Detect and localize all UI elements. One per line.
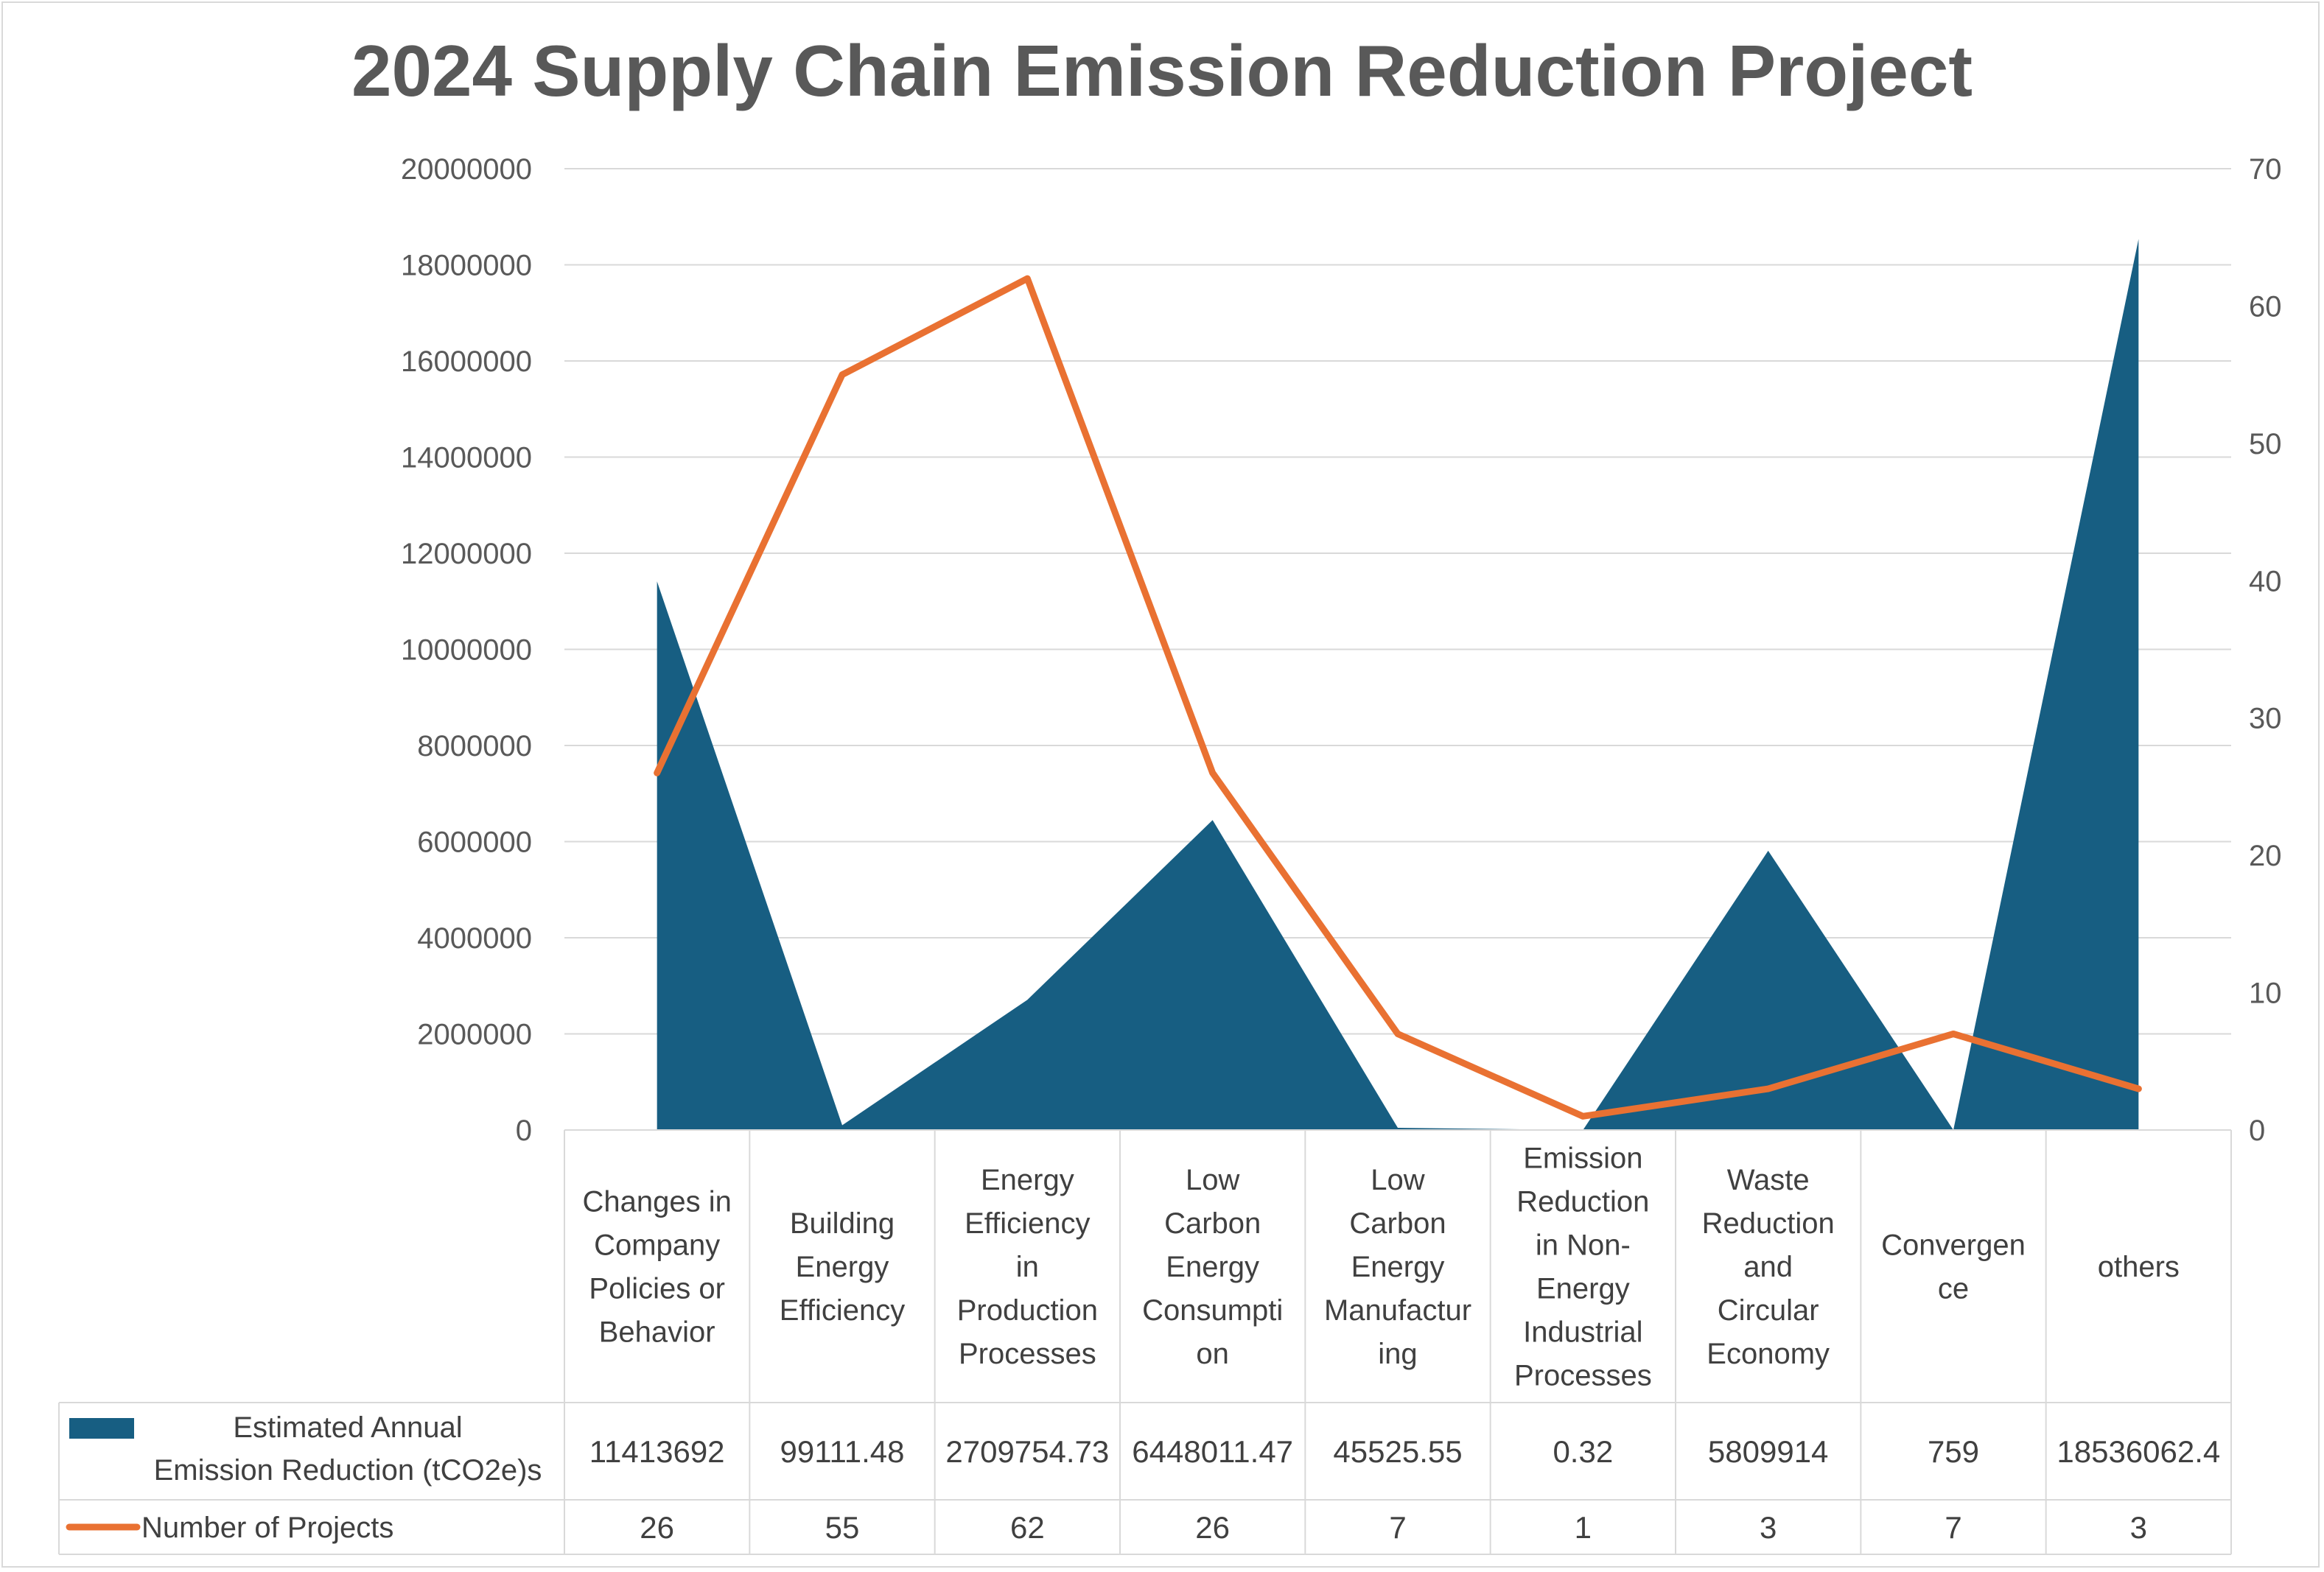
category-label: Low Carbon Energy Manufactur ing — [1324, 1164, 1471, 1370]
table-cell-number-of-projects: 26 — [640, 1510, 674, 1545]
table-cell-emission-reduction: 6448011.47 — [1132, 1434, 1293, 1469]
table-cell-number-of-projects: 7 — [1389, 1510, 1406, 1545]
gridlines — [564, 168, 2231, 1035]
left-axis-ticks: 0 2000000 4000000 6000000 8000000 10000000 120… — [401, 153, 532, 1147]
category-label: Energy Efficiency in Production Processes — [957, 1164, 1098, 1370]
left-axis-tick-label: 12000000 — [401, 538, 532, 570]
line-series-number-of-projects — [654, 275, 2142, 1120]
category-label: Building Energy Efficiency — [780, 1207, 905, 1327]
table-cell-number-of-projects: 7 — [1945, 1510, 1961, 1545]
left-axis-tick-label: 6000000 — [417, 827, 532, 859]
left-axis-tick-label: 20000000 — [401, 153, 532, 186]
data-table: Changes in Company Policies or Behavior Buil… — [58, 1129, 2232, 1555]
area-series-layer — [657, 239, 2139, 1130]
table-cell-emission-reduction: 18536062.4 — [2057, 1434, 2220, 1469]
left-axis-tick-label: 18000000 — [401, 250, 532, 282]
right-axis-ticks: 0 10 20 30 40 50 60 70 — [2249, 153, 2282, 1147]
left-axis-tick-label: 0 — [516, 1115, 532, 1147]
right-axis-tick-label: 60 — [2249, 290, 2282, 323]
category-label: others — [2098, 1251, 2180, 1283]
chart-title: 2024 Supply Chain Emission Reduction Pro… — [351, 30, 1973, 111]
right-axis-tick-label: 40 — [2249, 565, 2282, 597]
category-label: Changes in Company Policies or Behavior — [582, 1186, 731, 1349]
right-axis-tick-label: 0 — [2249, 1115, 2265, 1147]
legend-label-number-of-projects: Number of Projects — [141, 1512, 393, 1544]
table-cell-number-of-projects: 55 — [825, 1510, 860, 1545]
table-cell-emission-reduction: 11413692 — [589, 1434, 725, 1469]
table-cell-number-of-projects: 3 — [2130, 1510, 2147, 1545]
table-cell-emission-reduction: 0.32 — [1553, 1434, 1613, 1469]
right-axis-tick-label: 50 — [2249, 428, 2282, 460]
right-axis-tick-label: 20 — [2249, 840, 2282, 872]
area-series-emission-reduction — [657, 239, 2139, 1130]
left-axis-tick-label: 4000000 — [417, 922, 532, 955]
category-label: Emission Reduction in Non-Energy Industrial… — [1514, 1143, 1652, 1392]
left-axis-tick-label: 2000000 — [417, 1019, 532, 1051]
table-cell-emission-reduction: 5809914 — [1708, 1434, 1829, 1469]
table-cell-number-of-projects: 1 — [1575, 1510, 1592, 1545]
table-cell-emission-reduction: 99111.48 — [780, 1434, 905, 1469]
table-cell-emission-reduction: 759 — [1928, 1434, 1979, 1469]
category-label: Convergen ce — [1881, 1229, 2026, 1305]
right-axis-tick-label: 30 — [2249, 703, 2282, 735]
category-label: Low Carbon Energy Consumpti on — [1142, 1164, 1283, 1370]
right-axis-tick-label: 70 — [2249, 153, 2282, 186]
line-series-layer — [654, 275, 2142, 1120]
table-cell-number-of-projects: 62 — [1010, 1510, 1045, 1545]
table-cell-number-of-projects: 3 — [1760, 1510, 1777, 1545]
table-cell-emission-reduction: 45525.55 — [1333, 1434, 1462, 1469]
right-axis-tick-label: 10 — [2249, 978, 2282, 1010]
left-axis-tick-label: 8000000 — [417, 730, 532, 762]
table-cell-emission-reduction: 2709754.73 — [945, 1434, 1109, 1469]
legend-label-emission-reduction: Estimated Annual Emission Reduction (tCO2… — [154, 1411, 542, 1487]
left-axis-tick-label: 16000000 — [401, 345, 532, 378]
left-axis-tick-label: 10000000 — [401, 634, 532, 667]
category-label: Waste Reduction and Circular Economy — [1702, 1164, 1835, 1370]
left-axis-tick-label: 14000000 — [401, 442, 532, 474]
legend-swatch-emission-reduction — [69, 1418, 134, 1439]
table-cell-number-of-projects: 26 — [1195, 1510, 1230, 1545]
